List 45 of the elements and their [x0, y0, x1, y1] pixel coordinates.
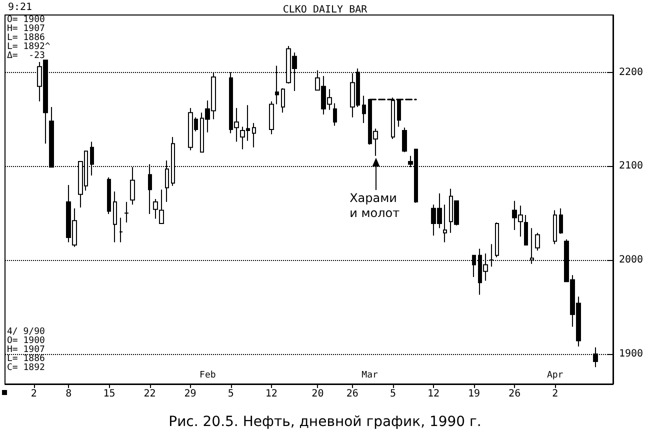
candlestick	[269, 100, 274, 135]
x2-tick-label: Feb	[200, 370, 216, 380]
x-tick-label: 20	[312, 388, 324, 400]
text: Рис. 20.5. Нефть, дневной график, 1990 г.	[168, 414, 482, 430]
candlestick	[119, 217, 123, 243]
x-tick-label: 12	[265, 388, 278, 400]
candlestick	[281, 88, 285, 114]
candlestick	[402, 127, 407, 153]
x-tick-label: 5	[390, 388, 396, 400]
x2-tick-label: Mar	[362, 370, 379, 380]
x-tick-label: 26	[508, 388, 521, 400]
y-tick-label: 1900	[619, 348, 644, 360]
x-tick-label: 26	[346, 388, 358, 400]
candlestick	[362, 95, 366, 124]
candlestick	[443, 204, 447, 243]
annotation: O= 1900 H= 1907 L= 1886 L= 1892^ Δ= -23	[7, 15, 50, 61]
x-tick-label: 19	[468, 388, 480, 400]
candlestick	[495, 222, 499, 258]
chart-title: CLKO DAILY BAR	[282, 4, 368, 16]
candlestick	[153, 198, 158, 220]
candlestick	[107, 176, 111, 215]
annotation: Харами и молот	[350, 190, 400, 221]
y-tick-label: 2000	[619, 254, 644, 266]
candlestick	[113, 191, 117, 243]
candlestick	[524, 214, 528, 246]
candlestick	[159, 189, 164, 224]
x-tick-label: 8	[66, 388, 72, 400]
candlestick	[333, 102, 337, 126]
x-tick-label: 15	[103, 388, 116, 400]
text: 9:21	[8, 2, 32, 13]
x-tick-label: 29	[184, 388, 196, 400]
y-tick-label: 2200	[619, 66, 644, 78]
x2-tick-label: Apr	[546, 370, 564, 380]
x-tick-label: 22	[144, 388, 156, 400]
candlestick	[553, 210, 557, 245]
y-tick-label: 2100	[619, 160, 644, 172]
candlestick	[535, 232, 540, 252]
x-tick-label: 2	[552, 388, 558, 400]
candlestick	[559, 208, 563, 234]
candlestick	[252, 122, 256, 148]
candlestick	[130, 166, 135, 206]
candlestick	[124, 201, 129, 224]
x-tick-label: 2	[30, 388, 37, 400]
x-tick-label: 5	[228, 388, 234, 400]
x-tick-label: 12	[427, 388, 440, 400]
